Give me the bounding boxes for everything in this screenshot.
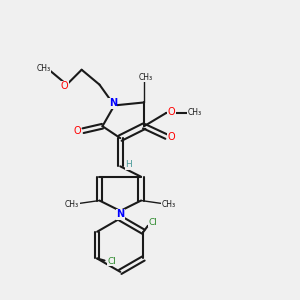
Text: CH₃: CH₃	[161, 200, 176, 209]
Text: H: H	[125, 160, 132, 169]
Text: O: O	[74, 126, 81, 136]
Text: CH₃: CH₃	[37, 64, 51, 73]
Text: CH₃: CH₃	[139, 73, 153, 82]
Text: O: O	[168, 107, 176, 117]
Text: O: O	[61, 81, 68, 91]
Text: CH₃: CH₃	[65, 200, 79, 209]
Text: Cl: Cl	[107, 257, 116, 266]
Text: O: O	[168, 132, 176, 142]
Text: N: N	[109, 98, 117, 108]
Text: Cl: Cl	[148, 218, 158, 227]
Text: N: N	[116, 209, 124, 220]
Text: CH₃: CH₃	[188, 108, 202, 117]
